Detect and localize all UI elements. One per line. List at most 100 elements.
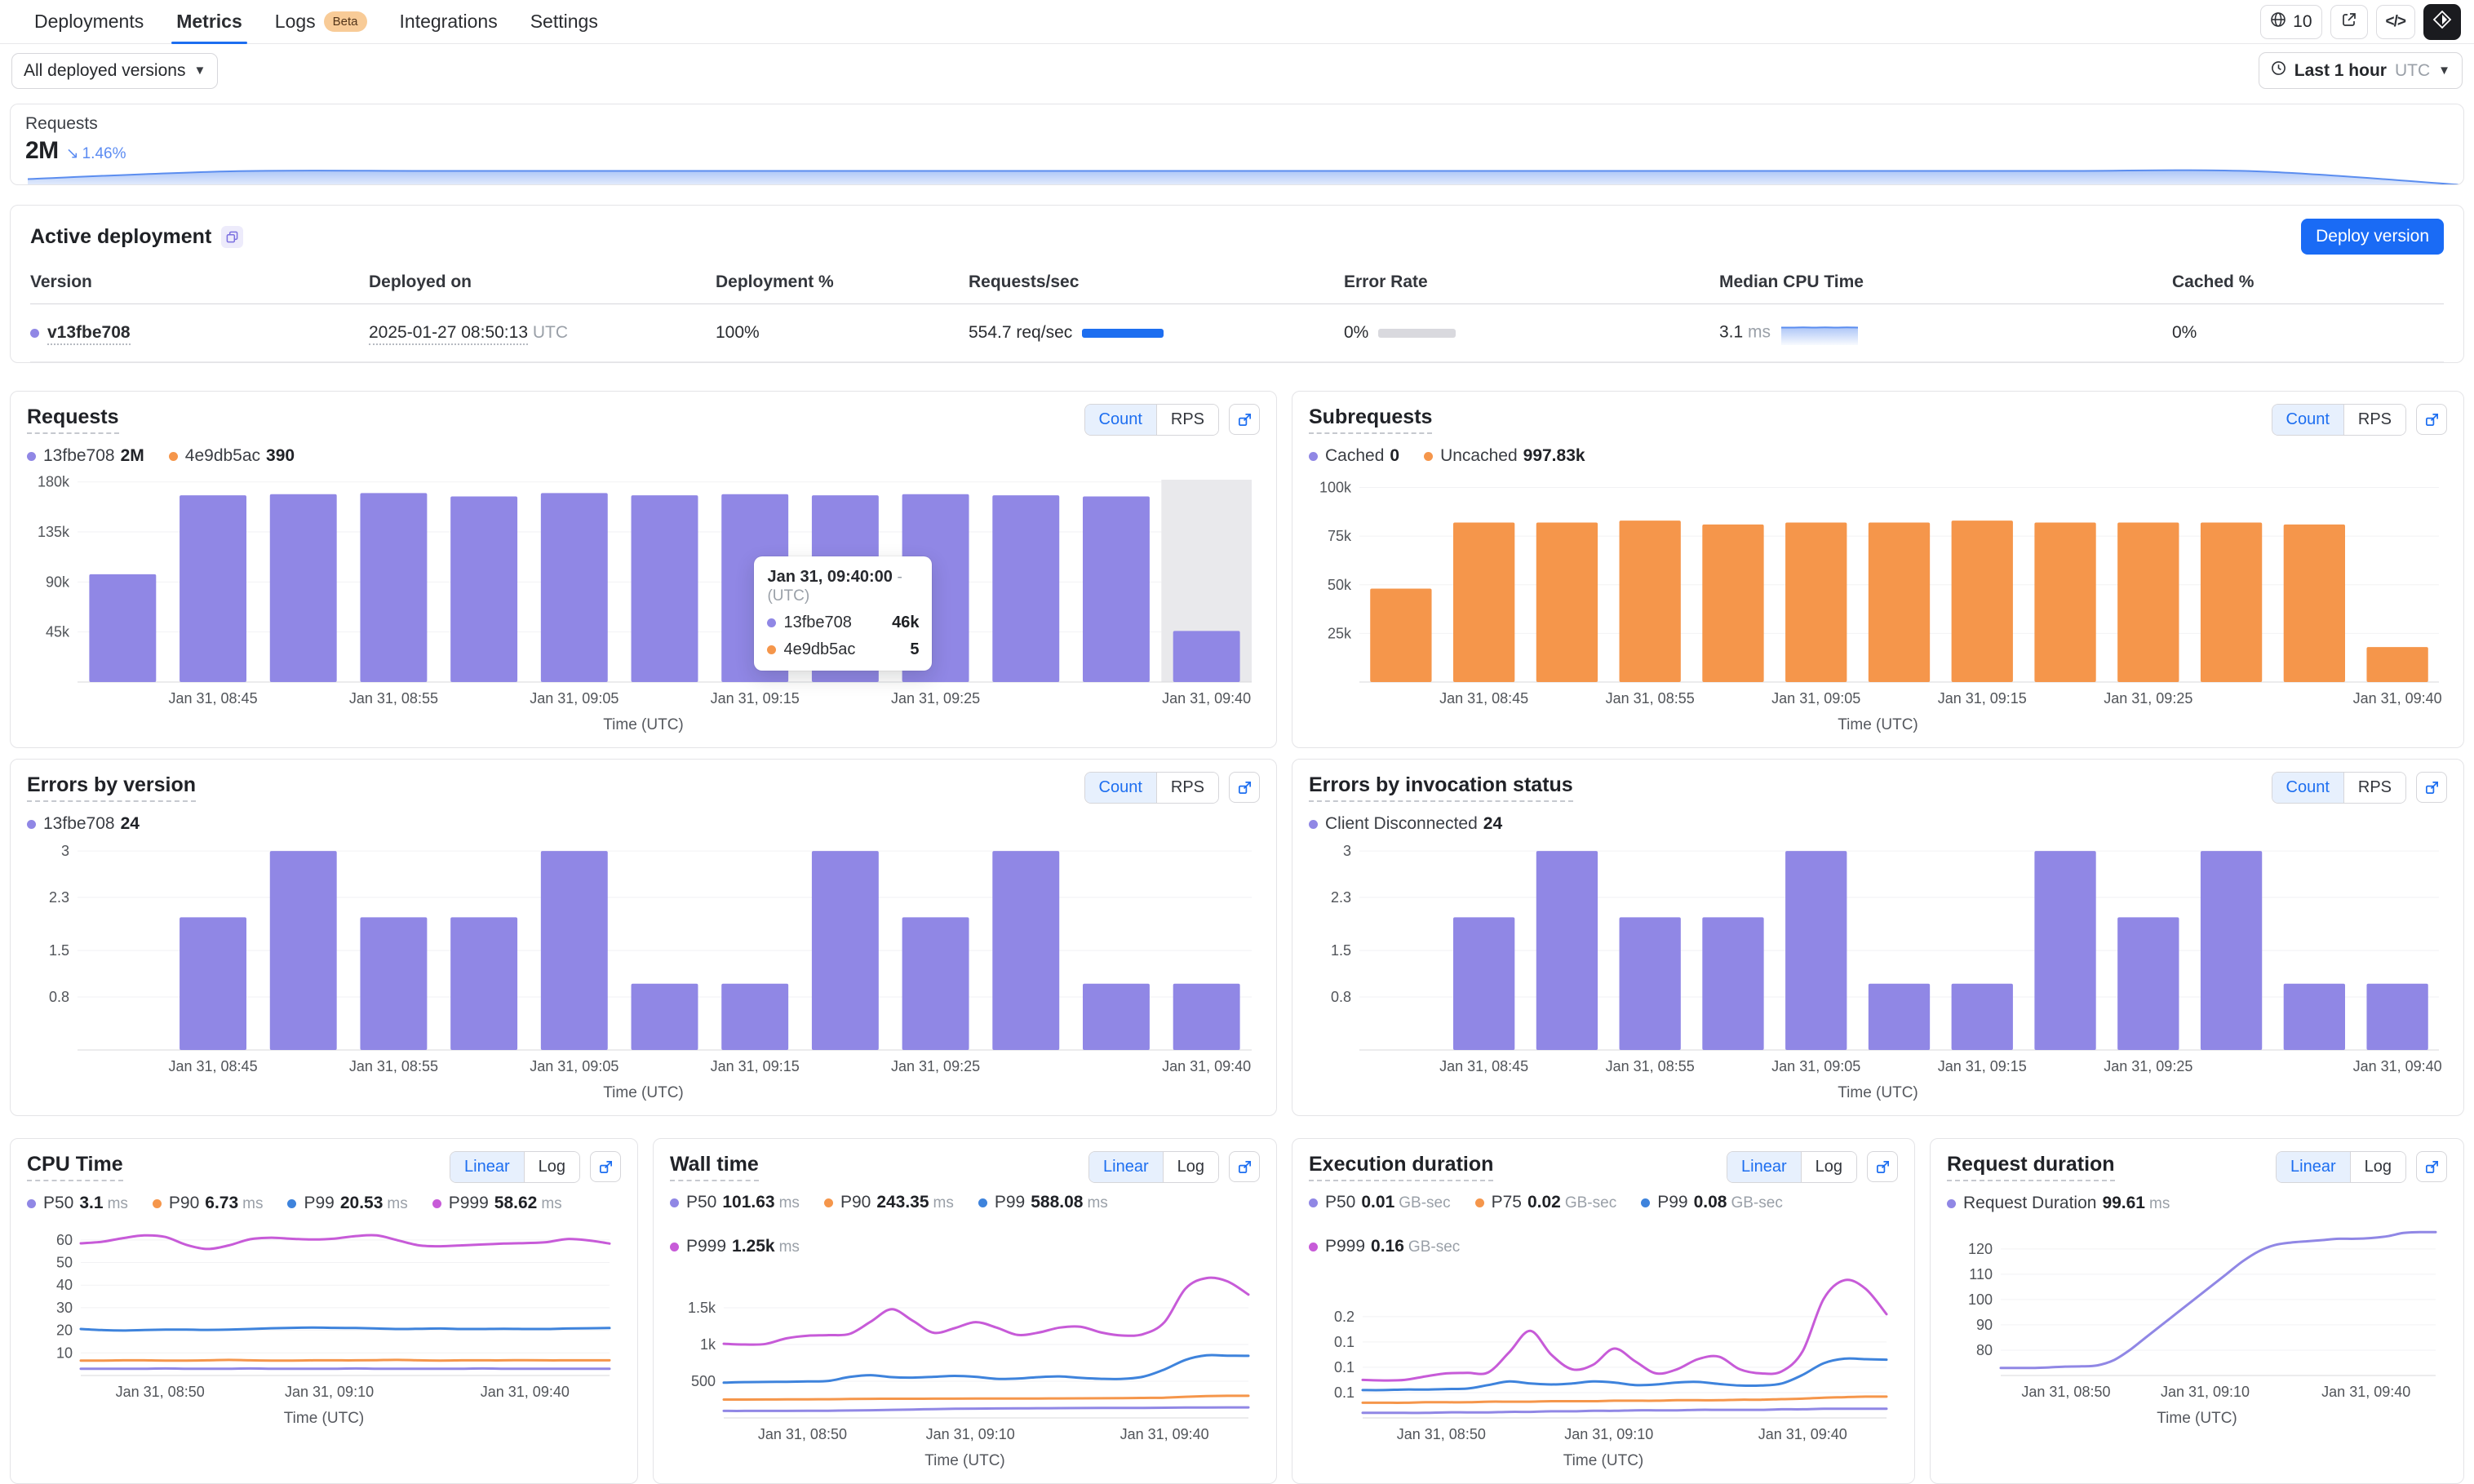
legend-item-p50[interactable]: P50 101.63 ms bbox=[670, 1193, 800, 1212]
request-duration-line-chart[interactable]: 80 90 100 110 120 Jan 31, 08:50 Jan 31, 09:10 J… bbox=[1947, 1219, 2447, 1402]
log-toggle-button[interactable]: Log bbox=[1162, 1151, 1218, 1182]
svg-text:90: 90 bbox=[1976, 1317, 1993, 1333]
legend-item-cached[interactable]: Cached 0 bbox=[1309, 446, 1399, 466]
errors-by-invocation-status-bar-chart[interactable]: 0.8 1.5 2.3 3 Jan 31, 08:45 Jan 31, 08:55 Jan … bbox=[1309, 839, 2447, 1076]
legend-unit: ms bbox=[2149, 1195, 2170, 1212]
log-toggle-button[interactable]: Log bbox=[2349, 1151, 2405, 1182]
workers-playground-button[interactable] bbox=[2423, 3, 2461, 40]
expand-chart-button[interactable] bbox=[2416, 404, 2447, 435]
legend-name: P50 bbox=[1325, 1193, 1356, 1212]
stat-subrequests: Subrequests998k↘38.88% bbox=[2463, 104, 2464, 184]
globe-count-button[interactable]: 10 bbox=[2260, 4, 2322, 39]
requests-bar-chart[interactable]: 45k 90k 135k 180k Jan 31, 08:45 Jan 31, 08:55… bbox=[27, 472, 1260, 708]
tab-settings[interactable]: Settings bbox=[514, 0, 614, 43]
rps-toggle-button[interactable]: RPS bbox=[1155, 404, 1218, 435]
linear-toggle-button[interactable]: Linear bbox=[1727, 1151, 1801, 1182]
code-button[interactable]: </> bbox=[2375, 4, 2415, 39]
legend-item-p75[interactable]: P75 0.02 GB-sec bbox=[1474, 1193, 1616, 1212]
tab-label: Logs bbox=[274, 11, 316, 32]
expand-chart-button[interactable] bbox=[1229, 1151, 1260, 1182]
legend-name: Client Disconnected bbox=[1325, 814, 1478, 833]
legend-item-p99[interactable]: P99 0.08 GB-sec bbox=[1641, 1193, 1783, 1212]
deploy-version-button[interactable]: Deploy version bbox=[2301, 219, 2444, 255]
rps-toggle-button[interactable]: RPS bbox=[1155, 772, 1218, 803]
legend-unit: GB-sec bbox=[1399, 1194, 1451, 1212]
expand-chart-button[interactable] bbox=[1867, 1151, 1898, 1182]
legend-item-p90[interactable]: P90 6.73 ms bbox=[152, 1194, 263, 1213]
log-toggle-button[interactable]: Log bbox=[523, 1151, 579, 1182]
legend-value: 390 bbox=[266, 446, 295, 465]
svg-text:Jan 31, 08:45: Jan 31, 08:45 bbox=[168, 1058, 257, 1074]
linear-log-toggle: Linear Log bbox=[2276, 1150, 2406, 1183]
count-toggle-button[interactable]: Count bbox=[1084, 772, 1156, 803]
deployment-info-icon[interactable] bbox=[221, 225, 244, 248]
legend-item-p999[interactable]: P999 1.25k ms bbox=[670, 1237, 800, 1256]
legend-item-p99[interactable]: P99 588.08 ms bbox=[978, 1193, 1108, 1212]
subrequests-bar-chart[interactable]: 25k 50k 75k 100k Jan 31, 08:45 Jan 31, 08:55 J… bbox=[1309, 472, 2447, 708]
legend-item-p99[interactable]: P99 20.53 ms bbox=[287, 1194, 408, 1213]
open-external-button[interactable] bbox=[2330, 4, 2368, 39]
legend-dot bbox=[670, 1242, 679, 1251]
wall-time-line-chart[interactable]: 500 1k 1.5k Jan 31, 08:50 Jan 31, 09:10 Jan 3… bbox=[670, 1261, 1260, 1444]
expand-chart-button[interactable] bbox=[2416, 772, 2447, 803]
versions-filter-dropdown[interactable]: All deployed versions ▼ bbox=[11, 52, 219, 89]
legend-item-request-duration[interactable]: Request Duration 99.61 ms bbox=[1947, 1194, 2170, 1213]
linear-toggle-button[interactable]: Linear bbox=[450, 1151, 524, 1182]
tab-integrations[interactable]: Integrations bbox=[384, 0, 514, 43]
beta-badge: Beta bbox=[323, 11, 367, 32]
expand-chart-button[interactable] bbox=[590, 1151, 621, 1182]
expand-chart-button[interactable] bbox=[1229, 404, 1260, 435]
svg-text:Jan 31, 09:15: Jan 31, 09:15 bbox=[711, 690, 800, 707]
rps-toggle-button[interactable]: RPS bbox=[2343, 404, 2405, 435]
tab-deployments[interactable]: Deployments bbox=[18, 0, 160, 43]
svg-text:3: 3 bbox=[61, 843, 69, 859]
legend-item-p50[interactable]: P50 0.01 GB-sec bbox=[1309, 1193, 1451, 1212]
legend-value: 20.53 bbox=[339, 1194, 384, 1212]
panel-title: Request duration bbox=[1947, 1153, 2115, 1181]
svg-text:1.5: 1.5 bbox=[49, 942, 69, 959]
legend-dot bbox=[1309, 1242, 1318, 1251]
stat-value: 2M bbox=[25, 137, 59, 164]
legend-item-p50[interactable]: P50 3.1 ms bbox=[27, 1194, 128, 1213]
cpu-time-line-chart[interactable]: 10 20 30 40 50 60 Jan 31, 08:50 Jan 31, 09:10 Ja… bbox=[27, 1219, 621, 1402]
expand-chart-button[interactable] bbox=[1229, 772, 1260, 803]
legend-item-uncached[interactable]: Uncached 997.83k bbox=[1424, 446, 1585, 466]
panel-title: CPU Time bbox=[27, 1153, 123, 1181]
errors-by-version-bar-chart[interactable]: 0.8 1.5 2.3 3 Jan 31, 08:45 Jan 31, 08:55 Jan … bbox=[27, 839, 1260, 1076]
legend-item-13fbe708[interactable]: 13fbe708 2M bbox=[27, 446, 144, 466]
tooltip-series-name: 4e9db5ac bbox=[783, 640, 856, 659]
count-toggle-button[interactable]: Count bbox=[1084, 404, 1156, 435]
svg-text:Jan 31, 09:40: Jan 31, 09:40 bbox=[1120, 1426, 1209, 1442]
svg-text:Jan 31, 09:05: Jan 31, 09:05 bbox=[530, 690, 618, 707]
col-deployment-pct: Deployment % bbox=[716, 272, 834, 291]
legend-name: P50 bbox=[43, 1194, 74, 1212]
version-dot bbox=[30, 329, 39, 338]
legend-dot bbox=[1641, 1198, 1651, 1207]
col-version: Version bbox=[30, 272, 92, 291]
legend-item-client-disconnected[interactable]: Client Disconnected 24 bbox=[1309, 814, 1502, 834]
legend-item-p999[interactable]: P999 0.16 GB-sec bbox=[1309, 1237, 1460, 1256]
legend-item-p999[interactable]: P999 58.62 ms bbox=[432, 1194, 562, 1213]
time-range-dropdown[interactable]: Last 1 hour UTC ▼ bbox=[2258, 52, 2463, 89]
expand-chart-button[interactable] bbox=[2416, 1151, 2447, 1182]
tab-logs[interactable]: Logs Beta bbox=[259, 0, 384, 43]
error-rate-bar bbox=[1378, 328, 1456, 338]
tab-metrics[interactable]: Metrics bbox=[160, 0, 259, 44]
svg-text:Jan 31, 09:05: Jan 31, 09:05 bbox=[1771, 690, 1860, 707]
linear-toggle-button[interactable]: Linear bbox=[1089, 1151, 1163, 1182]
active-deployment-title: Active deployment bbox=[30, 224, 212, 248]
log-toggle-button[interactable]: Log bbox=[1800, 1151, 1856, 1182]
linear-toggle-button[interactable]: Linear bbox=[2277, 1151, 2350, 1182]
legend-item-13fbe708[interactable]: 13fbe708 24 bbox=[27, 814, 140, 834]
legend-name: 13fbe708 bbox=[43, 446, 115, 465]
count-toggle-button[interactable]: Count bbox=[2272, 772, 2343, 803]
legend-item-p90[interactable]: P90 243.35 ms bbox=[823, 1193, 954, 1212]
execution-duration-line-chart[interactable]: 0.1 0.1 0.1 0.2 Jan 31, 08:50 Jan 31, 09:10 Ja… bbox=[1309, 1261, 1898, 1444]
version-link[interactable]: v13fbe708 bbox=[47, 323, 131, 345]
legend-unit: ms bbox=[1087, 1194, 1108, 1212]
legend-item-4e9db5ac[interactable]: 4e9db5ac 390 bbox=[168, 446, 295, 466]
rps-toggle-button[interactable]: RPS bbox=[2343, 772, 2405, 803]
legend-dot bbox=[27, 819, 36, 829]
svg-text:500: 500 bbox=[691, 1373, 716, 1389]
count-toggle-button[interactable]: Count bbox=[2272, 404, 2343, 435]
